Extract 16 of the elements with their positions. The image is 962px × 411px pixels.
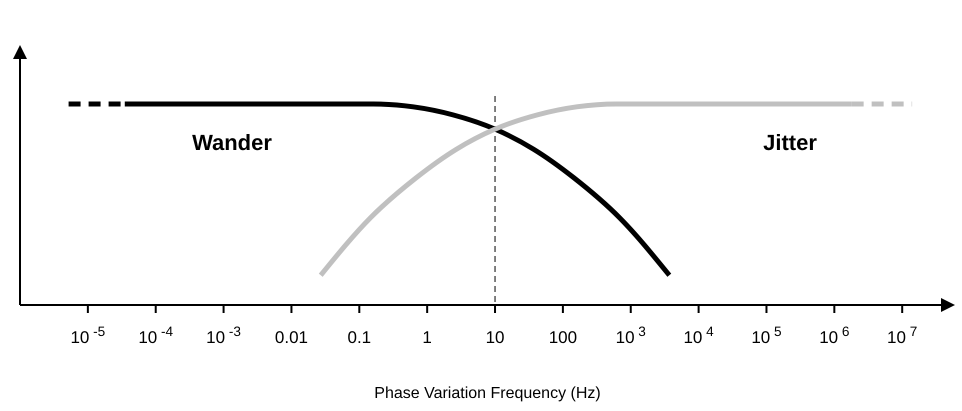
x-tick-label: 10$^{6}$: [819, 324, 850, 347]
x-tick-label: 10$^{4}$: [683, 324, 714, 347]
series-label: Jitter: [763, 130, 818, 155]
x-tick-label: 10$^{7}$: [887, 324, 918, 347]
x-tick-label: 10$^{-3}$: [206, 324, 241, 347]
x-tick-label: 0.01: [274, 328, 308, 347]
x-axis-title: Phase Variation Frequency (Hz): [374, 385, 601, 402]
x-tick-label: 10: [486, 328, 504, 347]
x-tick-label: 10$^{3}$: [616, 324, 646, 347]
series-label: Wander: [192, 130, 272, 155]
x-tick-label: 100: [548, 328, 578, 347]
x-tick-label: 10$^{-5}$: [70, 324, 106, 347]
x-tick-label: 0.1: [347, 328, 372, 347]
x-tick-label: 1: [422, 328, 432, 347]
x-tick-label: 10$^{-4}$: [138, 324, 174, 347]
x-tick-label: 10$^{5}$: [751, 324, 782, 347]
